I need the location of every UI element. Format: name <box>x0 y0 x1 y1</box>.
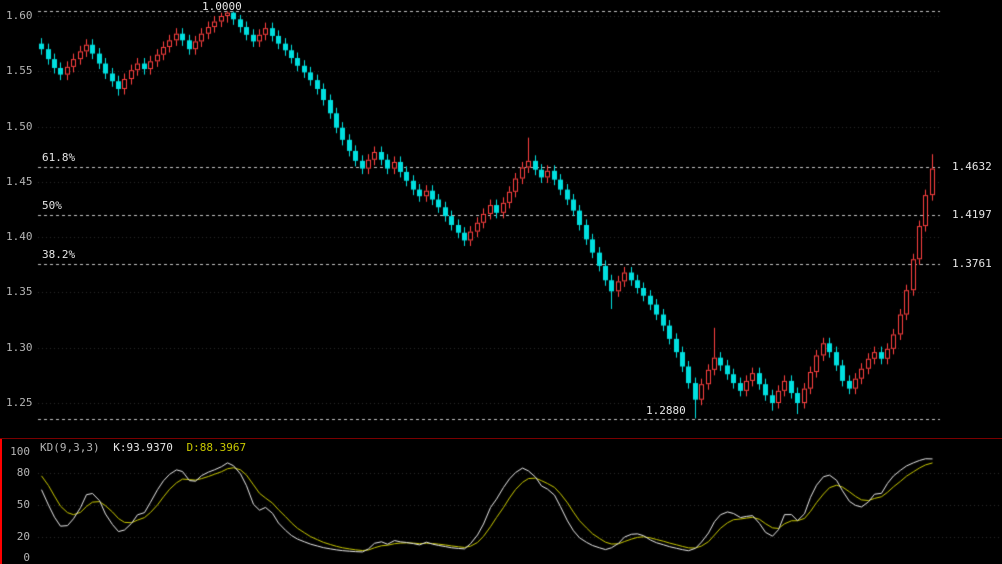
fib-382-label: 38.2% <box>42 248 76 261</box>
price-tick-label: 1.35 <box>6 285 33 298</box>
price-tick-label: 1.45 <box>6 175 33 188</box>
kd-tick-label: 80 <box>16 466 30 479</box>
price-tick-label: 1.50 <box>6 120 33 133</box>
fib-618-label: 61.8% <box>42 151 76 164</box>
price-tick-label: 1.55 <box>6 64 33 77</box>
panel-divider <box>0 438 1002 439</box>
kd-stochastic-chart[interactable] <box>0 440 1002 564</box>
fib-price-value: 1.3761 <box>952 257 992 270</box>
kd-indicator-header: KD(9,3,3) K:93.9370 D:88.3967 <box>40 441 253 454</box>
kd-tick-label: 0 <box>23 551 30 564</box>
price-tick-label: 1.25 <box>6 396 33 409</box>
kd-tick-label: 50 <box>16 498 30 511</box>
price-tick-label: 1.30 <box>6 341 33 354</box>
fib-price-value: 1.4632 <box>952 160 992 173</box>
fib-price-value: 1.4197 <box>952 208 992 221</box>
kd-indicator-name: KD(9,3,3) <box>40 441 100 454</box>
fib-50-label: 50% <box>42 199 62 212</box>
candlestick-price-chart[interactable] <box>0 0 1002 438</box>
price-tick-label: 1.40 <box>6 230 33 243</box>
fib-low-label: 1.2880 <box>646 404 686 417</box>
price-tick-label: 1.60 <box>6 9 33 22</box>
active-panel-left-border <box>0 439 2 564</box>
fib-100-label: 1.0000 <box>202 0 242 13</box>
kd-tick-label: 20 <box>16 530 30 543</box>
kd-k-value: K:93.9370 <box>113 441 173 454</box>
kd-d-value: D:88.3967 <box>186 441 247 454</box>
kd-tick-label: 100 <box>10 445 30 458</box>
